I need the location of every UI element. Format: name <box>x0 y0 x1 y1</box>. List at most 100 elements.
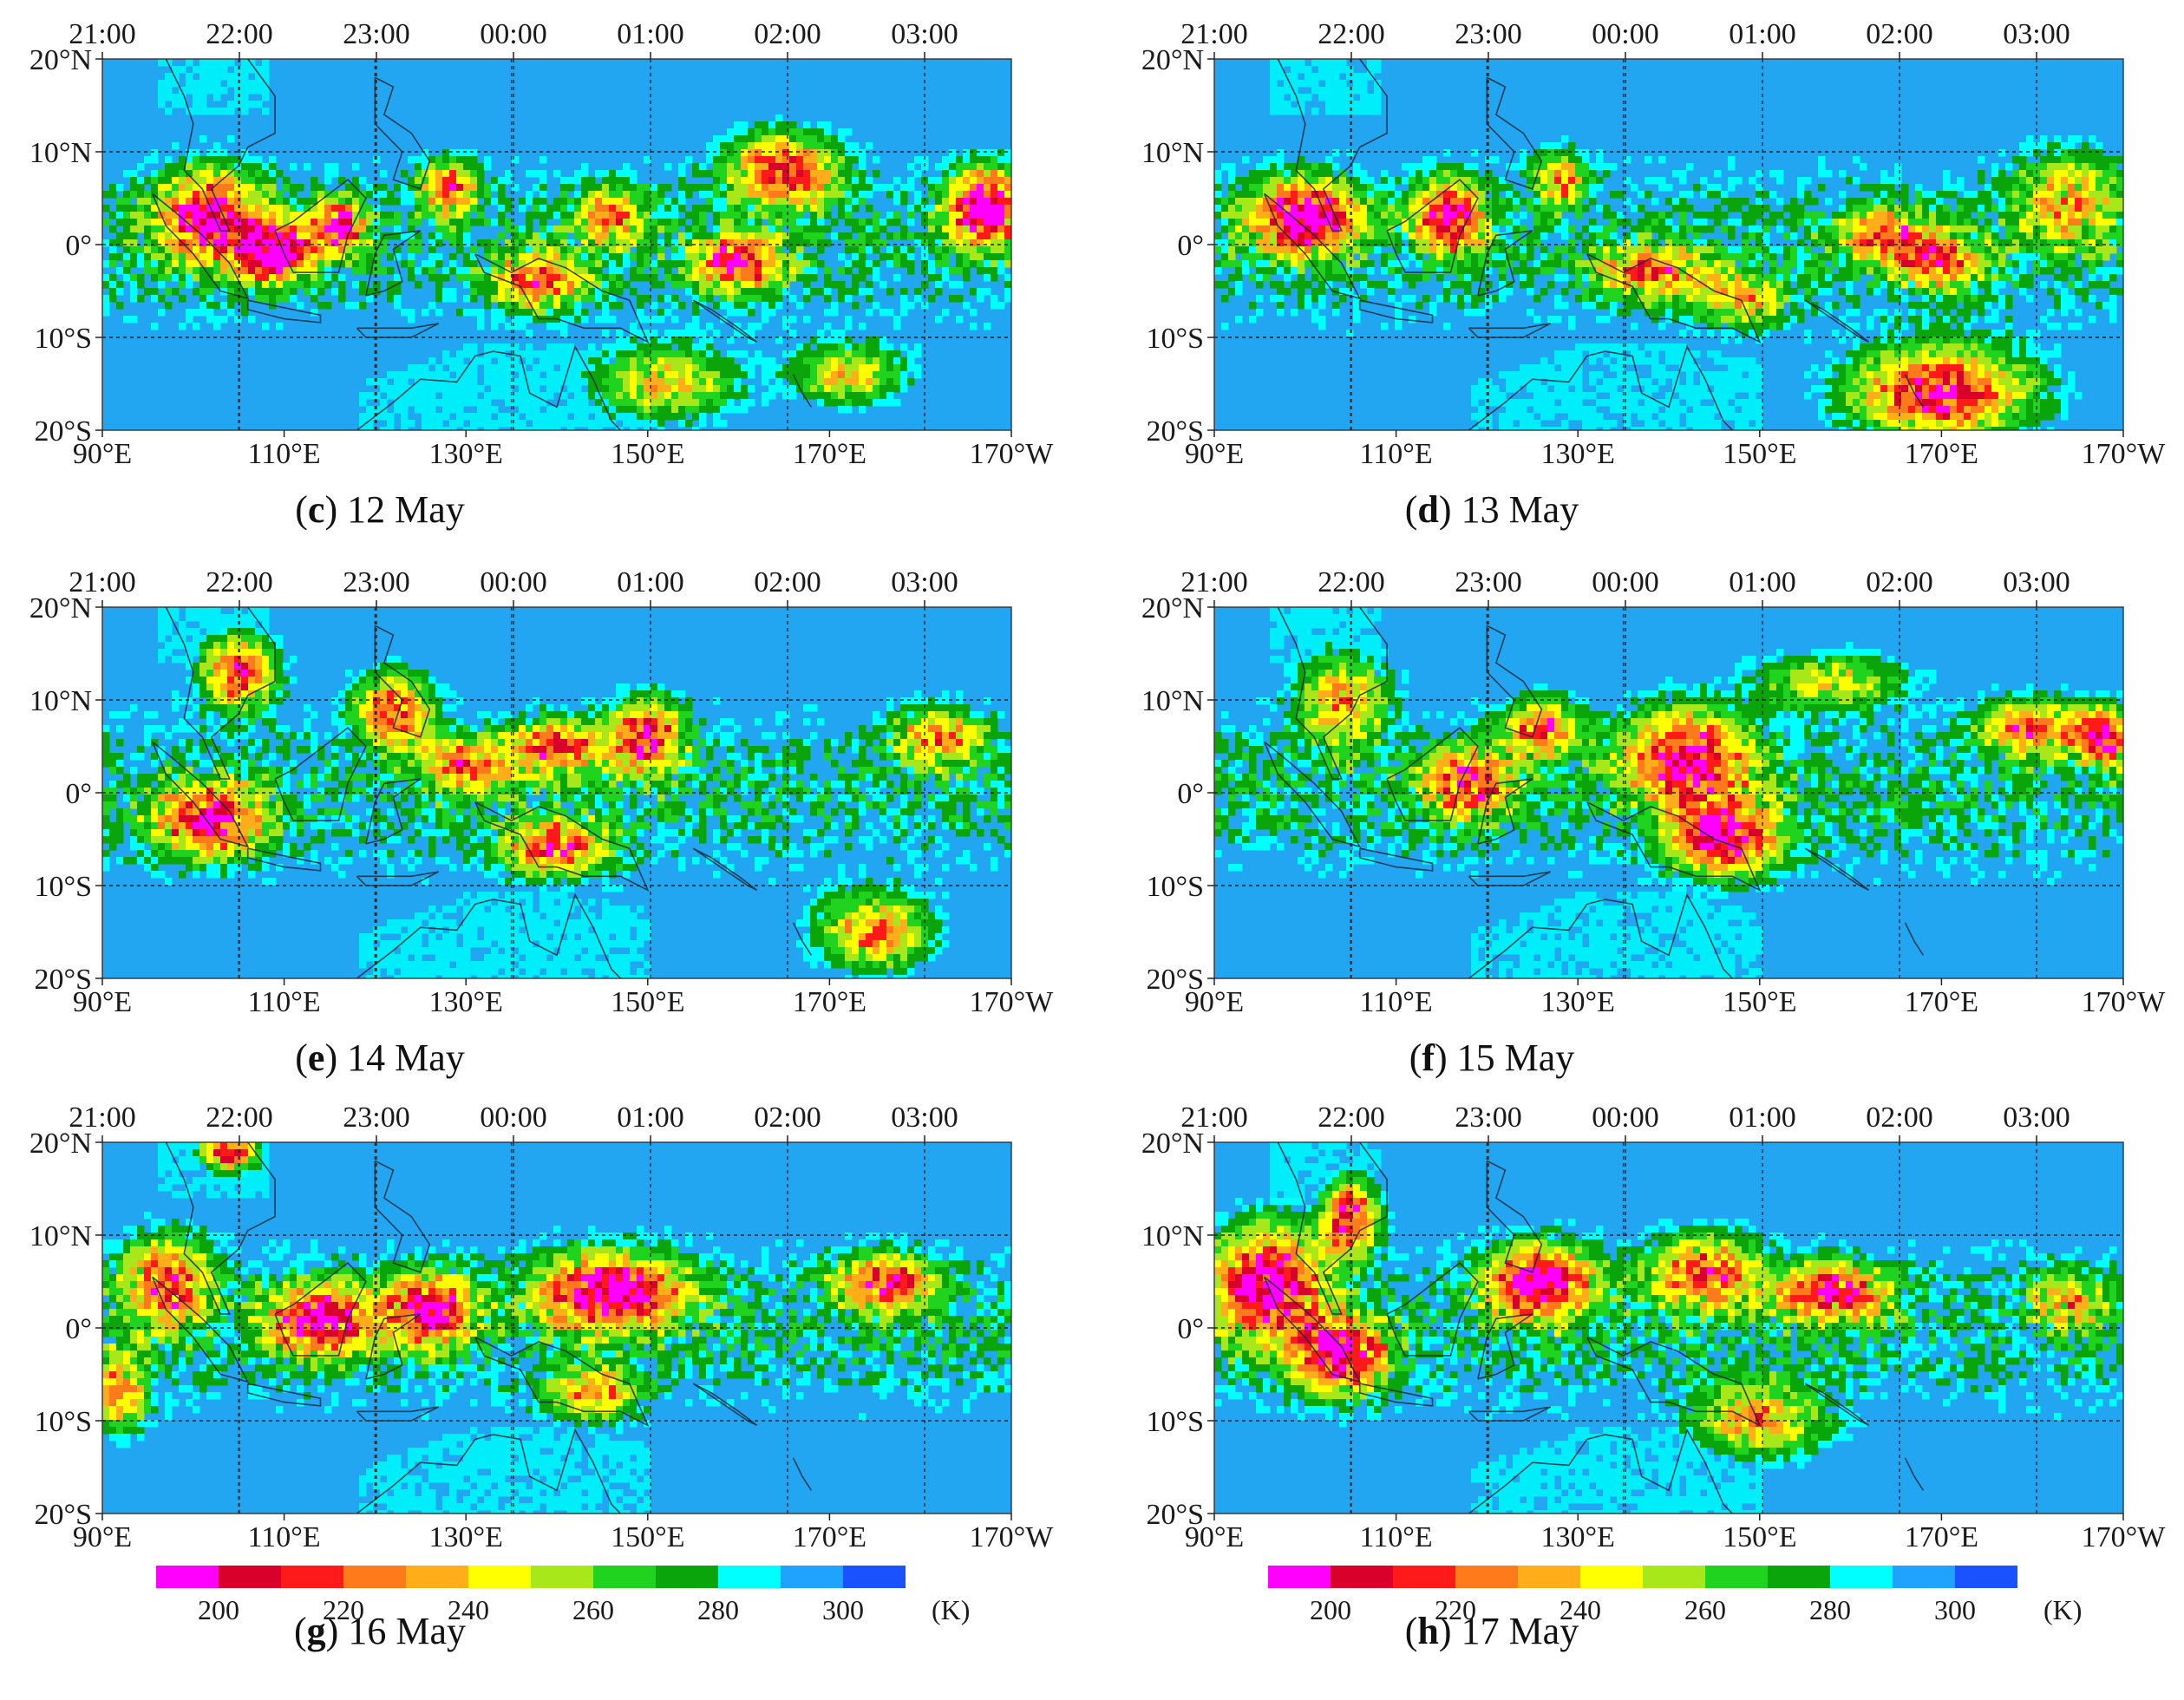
temperature-cell <box>1991 226 1999 233</box>
temperature-cell <box>1624 246 1631 254</box>
temperature-cell <box>664 239 672 247</box>
temperature-cell <box>1943 205 1951 212</box>
temperature-cell <box>324 170 332 178</box>
temperature-cell <box>706 267 714 275</box>
temperature-cell <box>109 295 117 303</box>
temperature-cell <box>428 302 436 310</box>
temperature-cell <box>727 205 735 212</box>
temperature-cell <box>1853 205 1860 212</box>
temperature-cell <box>179 260 186 268</box>
temperature-cell <box>373 281 381 289</box>
temperature-cell <box>1325 94 1333 101</box>
temperature-cell <box>366 232 374 240</box>
temperature-cell <box>609 260 617 268</box>
temperature-cell <box>741 309 749 317</box>
temperature-cell <box>1367 246 1375 254</box>
temperature-cell <box>151 323 159 330</box>
temperature-cell <box>581 170 589 178</box>
temperature-cell <box>1700 239 1708 247</box>
temperature-cell <box>1797 246 1805 254</box>
temperature-cell <box>956 267 964 275</box>
temperature-cell <box>782 385 790 393</box>
temperature-cell <box>324 253 332 261</box>
temperature-cell <box>1894 232 1902 240</box>
temperature-cell <box>817 170 825 178</box>
temperature-cell <box>2047 142 2055 150</box>
temperature-cell <box>1533 156 1541 164</box>
temperature-cell <box>2082 219 2089 226</box>
temperature-cell <box>588 427 596 430</box>
temperature-cell <box>151 156 159 164</box>
temperature-cell <box>852 274 860 282</box>
temperature-cell <box>505 246 513 254</box>
temperature-cell <box>1395 177 1403 185</box>
temperature-cell <box>581 212 589 219</box>
temperature-cell <box>1880 198 1888 206</box>
temperature-cell <box>401 260 409 268</box>
temperature-cell <box>1263 163 1271 171</box>
temperature-cell <box>796 170 804 178</box>
temperature-cell <box>2054 198 2062 206</box>
temperature-cell <box>928 191 936 199</box>
temperature-cell <box>1832 246 1840 254</box>
temperature-cell <box>234 156 242 164</box>
temperature-cell <box>734 281 742 289</box>
temperature-cell <box>1263 184 1271 192</box>
temperature-cell <box>942 184 950 192</box>
longitude-tick-label: 90°E <box>73 438 132 470</box>
temperature-cell <box>206 198 214 206</box>
temperature-cell <box>1533 205 1541 212</box>
temperature-cell <box>1485 253 1493 261</box>
temperature-cell <box>331 232 339 240</box>
temperature-cell <box>137 253 145 261</box>
temperature-cell <box>1520 156 1527 164</box>
temperature-cell <box>151 260 159 268</box>
temperature-cell <box>123 205 131 212</box>
temperature-cell <box>873 170 880 178</box>
temperature-cell <box>269 177 277 185</box>
temperature-cell <box>1457 198 1465 206</box>
temperature-cell <box>2040 253 2048 261</box>
temperature-cell <box>387 288 395 296</box>
temperature-cell <box>796 191 804 199</box>
temperature-cell <box>248 184 256 192</box>
temperature-cell <box>1249 177 1257 185</box>
temperature-cell <box>817 385 825 393</box>
temperature-cell <box>1762 253 1770 261</box>
temperature-cell <box>1513 163 1520 171</box>
temperature-cell <box>1353 80 1361 88</box>
temperature-cell <box>248 226 256 233</box>
temperature-cell <box>283 184 291 192</box>
temperature-cell <box>519 350 526 358</box>
temperature-cell <box>248 288 256 296</box>
temperature-cell <box>1513 205 1520 212</box>
temperature-cell <box>588 246 596 254</box>
temperature-cell <box>1540 232 1548 240</box>
temperature-cell <box>283 177 291 185</box>
temperature-cell <box>1998 198 2006 206</box>
temperature-cell <box>477 177 485 185</box>
temperature-cell <box>526 191 533 199</box>
temperature-cell <box>1367 219 1375 226</box>
temperature-cell <box>1728 226 1736 233</box>
temperature-cell <box>1277 219 1285 226</box>
temperature-cell <box>1270 239 1278 247</box>
temperature-cell <box>1305 191 1312 199</box>
temperature-cell <box>651 330 658 337</box>
temperature-cell <box>1284 170 1291 178</box>
temperature-cell <box>581 184 589 192</box>
temperature-cell <box>1499 232 1507 240</box>
temperature-cell <box>942 232 950 240</box>
temperature-cell <box>2026 149 2034 157</box>
temperature-cell <box>845 323 853 330</box>
temperature-cell <box>775 198 783 206</box>
temperature-cell <box>609 281 617 289</box>
temperature-cell <box>602 343 610 351</box>
temperature-cell <box>1547 219 1555 226</box>
temperature-cell <box>1943 177 1951 185</box>
temperature-cell <box>227 309 235 317</box>
temperature-cell <box>720 399 728 407</box>
temperature-cell <box>2082 142 2089 150</box>
temperature-cell <box>1429 177 1437 185</box>
temperature-cell <box>1957 226 1965 233</box>
